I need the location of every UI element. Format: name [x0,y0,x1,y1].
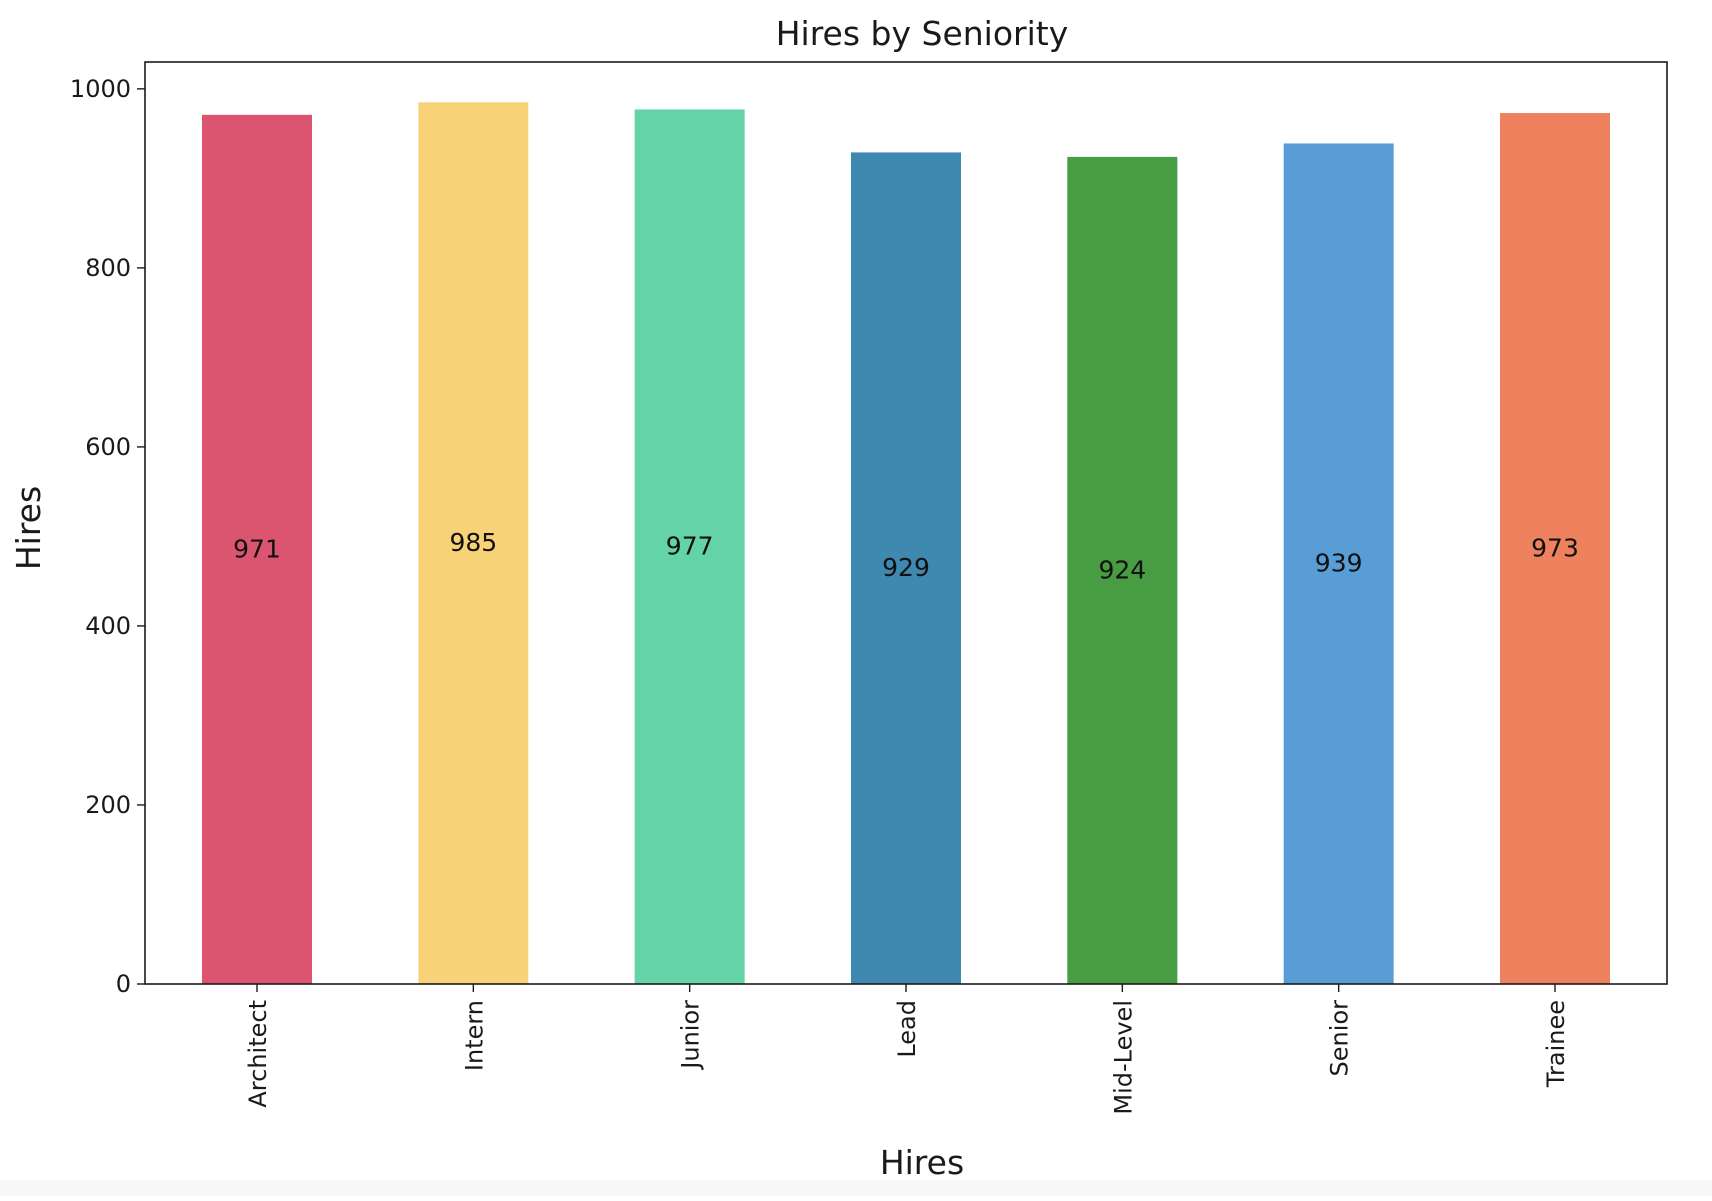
bottom-strip [0,1180,1712,1196]
x-tick-label: Mid-Level [1109,1000,1137,1115]
data-label: 985 [449,528,497,557]
bar-senior [1283,143,1394,984]
y-tick-label: 400 [85,612,131,640]
y-axis-label: Hires [9,486,48,570]
x-tick-label: Senior [1326,1000,1354,1077]
x-tick-label: Junior [677,1000,705,1071]
y-axis-ticks: 0 200 400 600 800 1000 [70,75,145,998]
bar-junior [634,109,745,984]
x-tick-label: Lead [893,1000,921,1058]
data-labels-group: 971 985 977 929 924 939 973 [233,528,1579,584]
bar-mid-level [1067,156,1178,984]
x-tick-label: Architect [244,1000,272,1108]
x-tick-label: Intern [460,1000,488,1071]
chart-title: Hires by Seniority [776,14,1069,53]
bar-trainee [1500,113,1610,984]
data-label: 977 [666,532,714,561]
y-tick-label: 0 [116,970,131,998]
x-axis-ticks: Architect Intern Junior Lead Mid-Level Senior… [244,984,1570,1115]
x-axis-label: Hires [880,1143,964,1182]
y-tick-label: 1000 [70,75,131,103]
bar-intern [418,102,529,984]
bar-architect [202,114,312,984]
data-label: 971 [233,534,281,563]
y-tick-label: 600 [85,433,131,461]
data-label: 924 [1098,555,1146,584]
bar-lead [851,152,961,984]
y-tick-label: 200 [85,791,131,819]
y-tick-label: 800 [85,254,131,282]
data-label: 939 [1315,549,1363,578]
bars-group [202,102,1610,984]
plot-frame [144,61,1668,985]
x-tick-label: Trainee [1542,1000,1570,1088]
data-label: 929 [882,553,930,582]
data-label: 973 [1531,534,1579,563]
